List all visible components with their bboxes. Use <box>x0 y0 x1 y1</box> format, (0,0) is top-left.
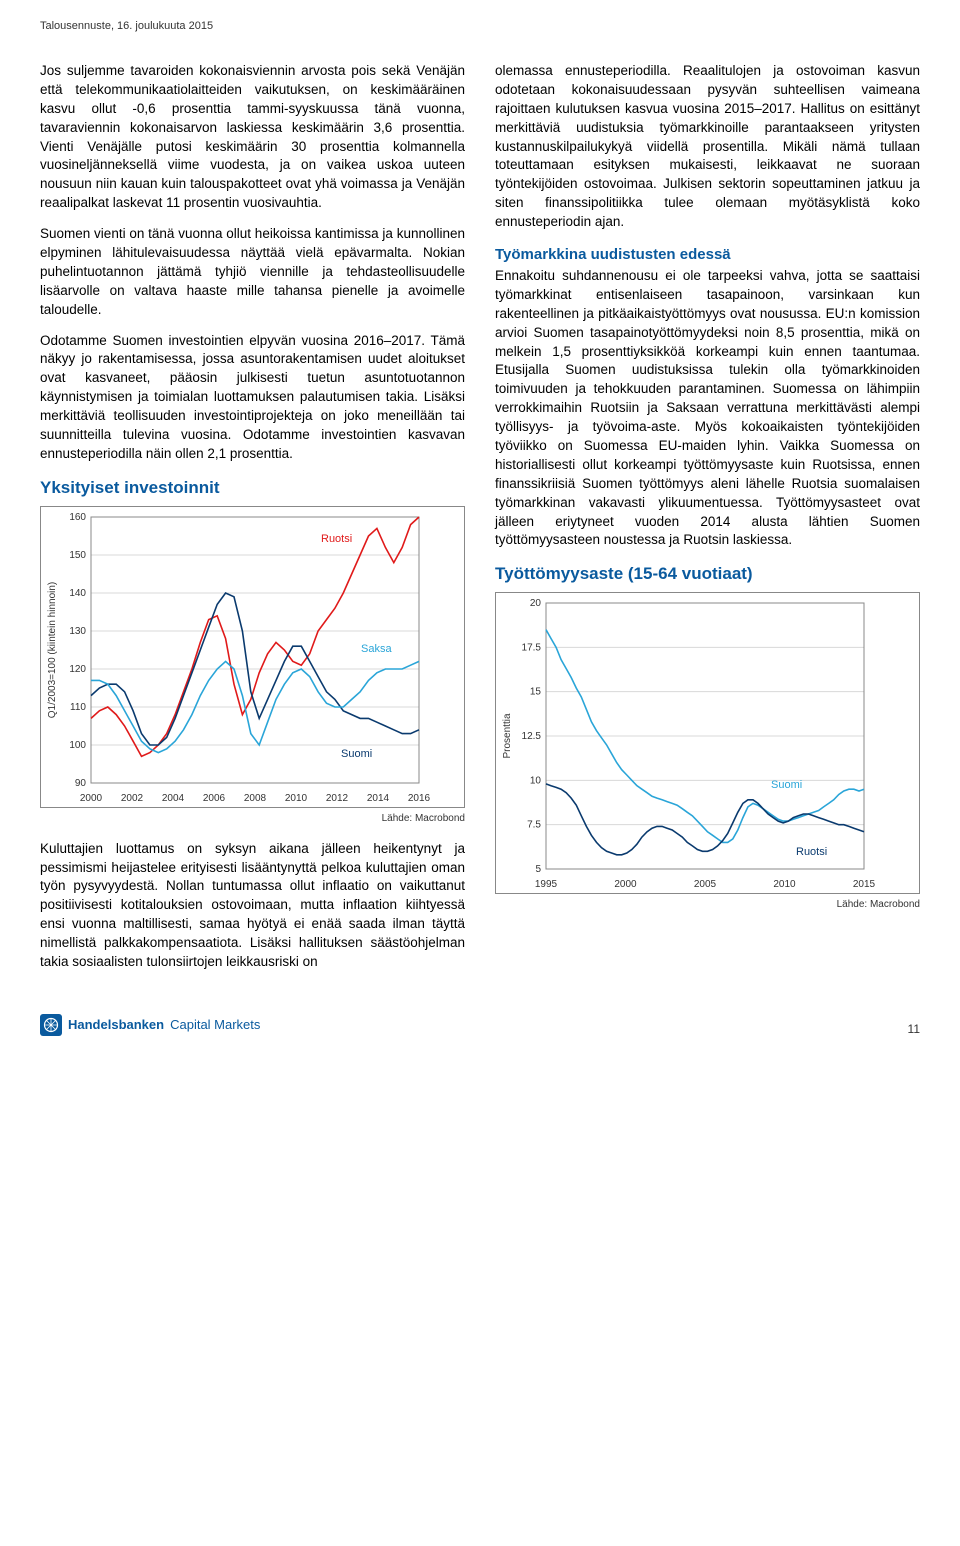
chart2-source: Lähde: Macrobond <box>495 898 920 912</box>
svg-text:2015: 2015 <box>853 879 876 890</box>
document-header: Talousennuste, 16. joulukuuta 2015 <box>40 20 920 32</box>
svg-text:100: 100 <box>69 740 86 751</box>
page-number: 11 <box>908 1022 920 1036</box>
chart1-frame: 90 100 110 120 130 140 150 160 2000 2002 2004 2006 2… <box>40 506 465 808</box>
page-footer: Handelsbanken Capital Markets 11 <box>40 1014 920 1036</box>
right-column: olemassa ennusteperiodilla. Reaalituloje… <box>495 62 920 984</box>
svg-text:1995: 1995 <box>535 879 558 890</box>
svg-text:130: 130 <box>69 626 86 637</box>
svg-text:Suomi: Suomi <box>341 748 372 760</box>
svg-text:2016: 2016 <box>408 793 431 804</box>
logo-icon <box>40 1014 62 1036</box>
section-heading: Työmarkkina uudistusten edessä <box>495 244 920 265</box>
chart1-source: Lähde: Macrobond <box>40 812 465 826</box>
logo-text: Handelsbanken <box>68 1017 164 1032</box>
brand-logo: Handelsbanken Capital Markets <box>40 1014 260 1036</box>
svg-text:2000: 2000 <box>614 879 637 890</box>
svg-text:2004: 2004 <box>162 793 185 804</box>
chart1-svg: 90 100 110 120 130 140 150 160 2000 2002 2004 2006 2… <box>41 507 431 807</box>
svg-text:110: 110 <box>70 702 86 713</box>
para-l2: Suomen vienti on tänä vuonna ollut heiko… <box>40 225 465 319</box>
para-r1: olemassa ennusteperiodilla. Reaalituloje… <box>495 62 920 232</box>
svg-text:2008: 2008 <box>244 793 267 804</box>
svg-text:2014: 2014 <box>367 793 390 804</box>
svg-text:7.5: 7.5 <box>527 820 541 831</box>
svg-text:2012: 2012 <box>326 793 349 804</box>
svg-text:150: 150 <box>69 550 86 561</box>
svg-text:15: 15 <box>530 687 542 698</box>
svg-text:10: 10 <box>530 776 542 787</box>
logo-subtext: Capital Markets <box>170 1017 260 1032</box>
svg-text:160: 160 <box>69 512 86 523</box>
svg-text:Ruotsi: Ruotsi <box>321 533 352 545</box>
svg-text:20: 20 <box>530 598 542 609</box>
svg-text:2010: 2010 <box>285 793 308 804</box>
svg-text:120: 120 <box>69 664 86 675</box>
para-l1: Jos suljemme tavaroiden kokonaisviennin … <box>40 62 465 213</box>
chart2-svg: 5 7.5 10 12.5 15 17.5 20 1995 2000 2005 2010 2015 Pr… <box>496 593 876 893</box>
svg-text:2006: 2006 <box>203 793 226 804</box>
svg-text:90: 90 <box>75 778 87 789</box>
para-l4: Kuluttajien luottamus on syksyn aikana j… <box>40 840 465 972</box>
svg-text:17.5: 17.5 <box>522 643 542 654</box>
chart2-frame: 5 7.5 10 12.5 15 17.5 20 1995 2000 2005 2010 2015 Pr… <box>495 592 920 894</box>
svg-text:2005: 2005 <box>694 879 717 890</box>
svg-text:Prosenttia: Prosenttia <box>502 713 513 758</box>
para-r2: Ennakoitu suhdannenousu ei ole tarpeeksi… <box>495 267 920 550</box>
chart-unemployment: Työttömyysaste (15-64 vuotiaat) 5 7.5 10 12… <box>495 562 920 912</box>
chart2-title: Työttömyysaste (15-64 vuotiaat) <box>495 562 920 586</box>
para-l3: Odotamme Suomen investointien elpyvän vu… <box>40 332 465 464</box>
svg-text:Ruotsi: Ruotsi <box>796 846 827 858</box>
svg-text:Suomi: Suomi <box>771 779 802 791</box>
left-column: Jos suljemme tavaroiden kokonaisviennin … <box>40 62 465 984</box>
svg-text:Saksa: Saksa <box>361 643 392 655</box>
svg-text:12.5: 12.5 <box>522 731 542 742</box>
content-columns: Jos suljemme tavaroiden kokonaisviennin … <box>40 62 920 984</box>
svg-text:2002: 2002 <box>121 793 144 804</box>
svg-text:2010: 2010 <box>773 879 796 890</box>
svg-text:2000: 2000 <box>80 793 103 804</box>
svg-text:5: 5 <box>535 864 541 875</box>
svg-text:Q1/2003=100 (kiintein hinnoin): Q1/2003=100 (kiintein hinnoin) <box>47 581 58 717</box>
svg-text:140: 140 <box>69 588 86 599</box>
header-text: Talousennuste, 16. joulukuuta 2015 <box>40 20 213 32</box>
chart-investments: Yksityiset investoinnit 90 100 110 120 130 14… <box>40 476 465 826</box>
chart1-title: Yksityiset investoinnit <box>40 476 465 500</box>
